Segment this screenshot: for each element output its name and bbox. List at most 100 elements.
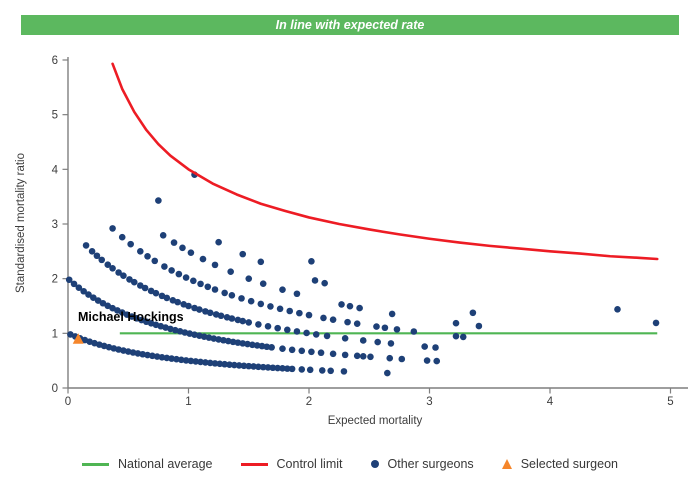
other-surgeon-point [398, 355, 406, 363]
other-surgeon-point [384, 369, 391, 377]
control-limit-line-swatch [240, 462, 268, 466]
selected-surgeon-marker [72, 333, 84, 344]
other-surgeon-point [284, 365, 291, 372]
other-surgeon-point [293, 290, 301, 298]
other-surgeon-point [217, 312, 225, 320]
other-surgeon-point [452, 332, 460, 340]
other-surgeon-point [88, 248, 96, 255]
other-surgeon-point [284, 326, 291, 334]
other-surgeon-point [115, 269, 122, 276]
other-surgeon-point [98, 256, 106, 264]
other-surgeon-point [245, 319, 253, 326]
other-surgeon-point [245, 362, 253, 370]
other-surgeon-point [239, 340, 247, 347]
other-surgeon-point [341, 335, 349, 342]
other-surgeon-point [421, 343, 428, 350]
other-surgeon-point [118, 233, 126, 241]
other-surgeon-point [344, 318, 351, 326]
other-surgeon-point [393, 326, 401, 333]
other-surgeon-point [264, 323, 272, 330]
other-surgeon-point [432, 344, 439, 351]
other-surgeon-point [267, 303, 274, 310]
other-surgeon-point [459, 333, 467, 341]
other-surgeon-point [614, 306, 621, 313]
legend-item-other-surgeons: Other surgeons [370, 457, 474, 471]
other-surgeon-point [161, 263, 168, 270]
other-surgeon-point [80, 287, 87, 295]
x-tick-label: 5 [667, 396, 673, 408]
other-surgeon-point [249, 341, 256, 349]
other-surgeon-point [126, 276, 133, 283]
y-tick-label: 6 [52, 55, 58, 67]
other-surgeon-point [227, 268, 234, 275]
other-surgeon-point [433, 357, 441, 365]
other-surgeon-point [359, 337, 367, 344]
other-surgeon-point [170, 239, 178, 246]
other-surgeon-point [264, 364, 272, 371]
other-surgeon-point [163, 294, 171, 302]
y-tick-label: 3 [52, 219, 58, 231]
other-surgeon-point [185, 302, 192, 310]
selected-surgeon-triangle-swatch [501, 459, 512, 469]
other-surgeon-point [202, 359, 209, 366]
other-surgeon-point [259, 363, 267, 371]
other-surgeon-point [153, 353, 161, 360]
control-limit-curve [111, 62, 659, 261]
x-axis-title: Expected mortality [328, 415, 423, 427]
other-surgeon-point [274, 324, 281, 332]
other-surgeon-point [206, 309, 214, 317]
other-surgeon-point [240, 362, 248, 370]
other-surgeon-point [320, 314, 327, 322]
other-surgeon-point [239, 250, 247, 258]
other-surgeon-point [168, 267, 175, 274]
other-surgeon-point [340, 368, 348, 375]
other-surgeon-point [346, 302, 354, 310]
other-surgeon-point [374, 338, 381, 346]
other-surgeon-point [257, 258, 265, 266]
other-surgeon-point [327, 367, 334, 375]
other-surgeon-point [238, 295, 245, 302]
other-surgeon-point [359, 353, 367, 360]
other-surgeon-point [197, 280, 204, 288]
other-surgeon-point [317, 349, 325, 357]
legend-label: Other surgeons [387, 457, 474, 471]
other-surgeon-point [152, 289, 160, 297]
other-surgeon-point [70, 280, 78, 288]
selected-surgeon-label: Michael Hockings [78, 310, 184, 324]
other-surgeon-point [239, 317, 247, 325]
other-surgeon-point [367, 353, 374, 361]
other-surgeon-point [321, 279, 328, 287]
other-surgeon-point [353, 352, 361, 360]
other-surgeon-point [120, 272, 127, 279]
other-surgeon-point [373, 323, 380, 330]
status-banner: In line with expected rate [21, 15, 679, 35]
other-surgeon-point [141, 284, 149, 292]
other-surgeon-point [250, 363, 257, 370]
other-surgeon-point [216, 360, 224, 368]
other-surgeon-point [109, 264, 116, 272]
other-surgeon-point [182, 274, 190, 281]
other-surgeon-point [329, 316, 337, 323]
other-surgeon-point [253, 342, 261, 349]
other-surgeon-point [177, 356, 185, 364]
other-surgeon-point [286, 307, 294, 315]
legend-label: Selected surgeon [520, 457, 618, 471]
other-surgeon-point [323, 332, 331, 340]
other-surgeon-point [244, 340, 251, 348]
other-surgeon-point [211, 286, 219, 293]
other-surgeon-point [190, 277, 197, 285]
legend-label: Control limit [276, 457, 343, 471]
other-surgeon-point [187, 357, 195, 365]
other-surgeon-point [211, 360, 219, 367]
other-surgeon-point [215, 238, 222, 246]
other-surgeon-point [90, 294, 97, 301]
other-surgeon-point [127, 240, 134, 248]
other-surgeon-point [173, 355, 180, 363]
chart-legend: National average Control limit Other sur… [0, 457, 700, 471]
other-surgeon-point [197, 358, 204, 366]
other-surgeon-point [268, 344, 275, 351]
other-surgeon-point [255, 363, 262, 371]
y-tick-label: 5 [52, 110, 58, 122]
y-tick-label: 0 [52, 383, 58, 395]
